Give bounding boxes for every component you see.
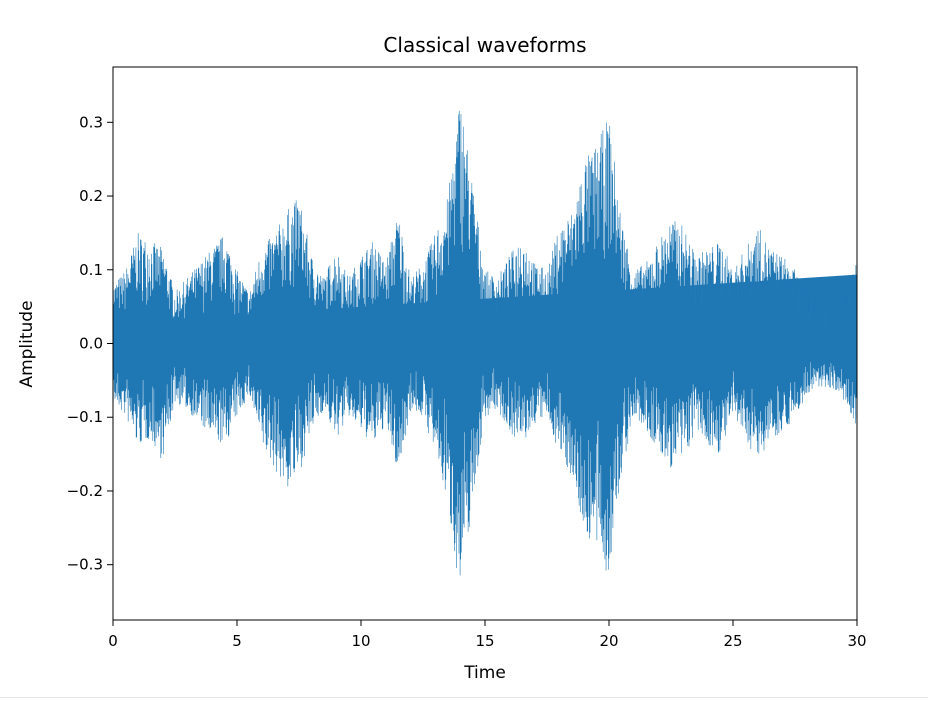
x-tick-label: 15 <box>475 632 494 650</box>
x-tick-label: 10 <box>351 632 370 650</box>
y-tick-label: 0.0 <box>79 335 103 353</box>
x-tick-label: 0 <box>108 632 118 650</box>
y-tick-label: −0.1 <box>67 408 103 426</box>
x-tick-label: 25 <box>723 632 742 650</box>
x-tick-label: 5 <box>232 632 242 650</box>
x-tick-label: 20 <box>599 632 618 650</box>
y-tick-label: −0.3 <box>67 556 103 574</box>
x-axis-label: Time <box>463 663 506 683</box>
y-tick-label: 0.1 <box>79 261 103 279</box>
waveform-series <box>112 110 858 576</box>
bottom-divider <box>0 697 928 698</box>
y-tick-label: 0.3 <box>79 113 103 131</box>
y-axis-ticks: 0.3 0.2 0.1 0.0 −0.1 −0.2 −0.3 <box>67 113 113 574</box>
y-tick-label: −0.2 <box>67 482 103 500</box>
chart-title: Classical waveforms <box>383 33 586 57</box>
x-axis-ticks: 0 5 10 15 20 25 30 <box>108 620 867 650</box>
y-tick-label: 0.2 <box>79 187 103 205</box>
y-axis-label: Amplitude <box>17 300 37 387</box>
x-tick-label: 30 <box>847 632 866 650</box>
plot-area <box>112 66 858 621</box>
